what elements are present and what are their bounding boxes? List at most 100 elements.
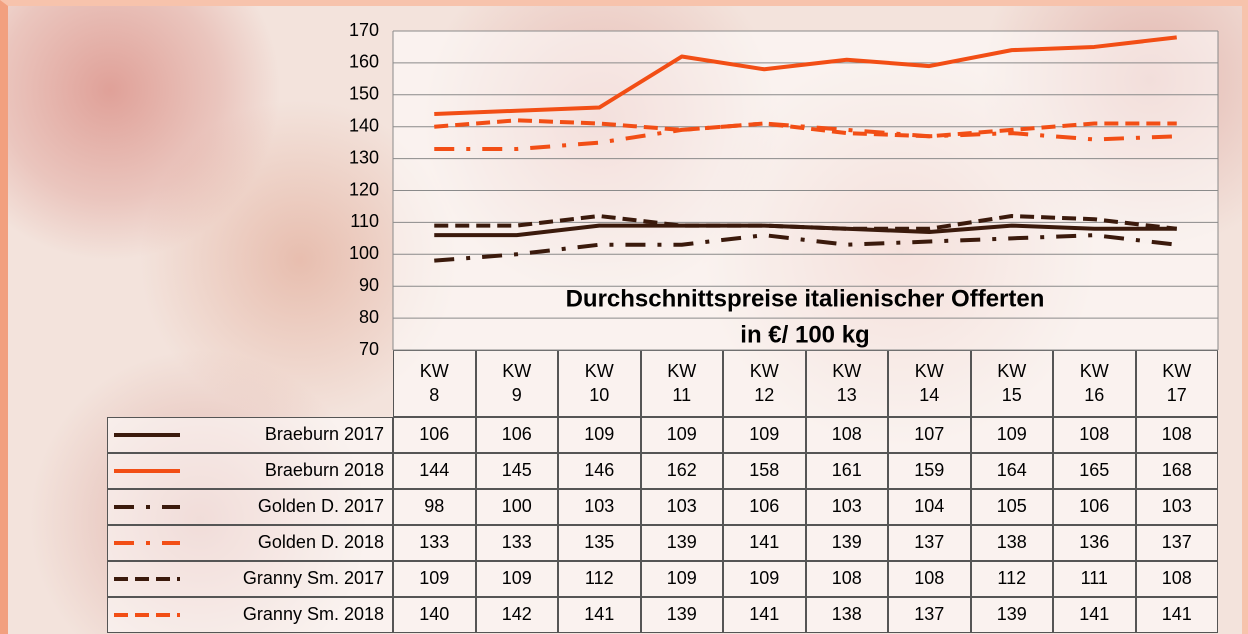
table-value-text: 141 bbox=[584, 604, 615, 625]
category-header: KW 14 bbox=[888, 350, 971, 417]
table-value: 109 bbox=[723, 561, 806, 597]
series-line bbox=[434, 214, 1177, 231]
category-header: KW 8 bbox=[393, 350, 476, 417]
category-header: KW 9 bbox=[475, 350, 558, 417]
table-value: 105 bbox=[970, 489, 1053, 525]
table-value-text: 162 bbox=[666, 460, 697, 481]
table-value: 139 bbox=[640, 525, 723, 561]
table-value: 106 bbox=[723, 489, 806, 525]
table-value: 135 bbox=[558, 525, 641, 561]
table-value-text: 98 bbox=[424, 496, 445, 517]
category-header: KW 15 bbox=[970, 350, 1053, 417]
table-value-text: 158 bbox=[749, 460, 780, 481]
table-value: 139 bbox=[805, 525, 888, 561]
table-value-text: 138 bbox=[996, 532, 1027, 553]
table-value: 141 bbox=[1053, 597, 1136, 633]
table-value-text: 106 bbox=[419, 424, 450, 445]
legend-label: Braeburn 2018 bbox=[264, 460, 384, 481]
table-value: 138 bbox=[805, 597, 888, 633]
table-value: 103 bbox=[1135, 489, 1218, 525]
legend-cell: Braeburn 2018 bbox=[107, 453, 393, 489]
table-value: 100 bbox=[475, 489, 558, 525]
table-value: 109 bbox=[558, 417, 641, 453]
table-value-text: 165 bbox=[1079, 460, 1110, 481]
table-value-text: 141 bbox=[1161, 604, 1192, 625]
table-value: 140 bbox=[393, 597, 476, 633]
y-tick-label: 120 bbox=[349, 179, 379, 199]
table-value-text: 136 bbox=[1079, 532, 1110, 553]
table-value-text: 108 bbox=[1161, 424, 1192, 445]
table-value-text: 138 bbox=[831, 604, 862, 625]
table-value: 161 bbox=[805, 453, 888, 489]
y-tick-label: 160 bbox=[349, 52, 379, 72]
y-tick-label: 140 bbox=[349, 115, 379, 135]
table-value: 108 bbox=[888, 561, 971, 597]
table-value-text: 109 bbox=[584, 424, 615, 445]
table-value-text: 109 bbox=[749, 568, 780, 589]
table-value-text: 144 bbox=[419, 460, 450, 481]
category-header: KW 16 bbox=[1053, 350, 1136, 417]
legend-label: Granny Sm. 2017 bbox=[242, 568, 384, 589]
table-value-text: 100 bbox=[501, 496, 532, 517]
category-header-text: KW 15 bbox=[997, 361, 1027, 405]
table-value: 108 bbox=[805, 417, 888, 453]
table-value-text: 137 bbox=[1161, 532, 1192, 553]
table-value-text: 140 bbox=[419, 604, 450, 625]
table-value: 159 bbox=[888, 453, 971, 489]
table-value: 104 bbox=[888, 489, 971, 525]
table-value: 165 bbox=[1053, 453, 1136, 489]
table-value: 144 bbox=[393, 453, 476, 489]
table-value-text: 108 bbox=[1079, 424, 1110, 445]
table-value-text: 112 bbox=[997, 568, 1027, 589]
table-value-text: 109 bbox=[996, 424, 1027, 445]
table-value-text: 103 bbox=[831, 496, 862, 517]
table-value: 133 bbox=[475, 525, 558, 561]
table-value-text: 103 bbox=[1161, 496, 1192, 517]
table-value-text: 112 bbox=[584, 568, 614, 589]
table-value: 112 bbox=[558, 561, 641, 597]
table-value: 136 bbox=[1053, 525, 1136, 561]
table-value: 141 bbox=[723, 597, 806, 633]
table-value: 168 bbox=[1135, 453, 1218, 489]
table-value: 138 bbox=[970, 525, 1053, 561]
table-value-text: 135 bbox=[584, 532, 615, 553]
category-header: KW 17 bbox=[1135, 350, 1218, 417]
table-value-text: 139 bbox=[831, 532, 862, 553]
y-tick-label: 110 bbox=[350, 211, 379, 231]
table-value-text: 106 bbox=[501, 424, 532, 445]
table-value: 109 bbox=[970, 417, 1053, 453]
category-header-text: KW 17 bbox=[1162, 361, 1192, 405]
table-value-text: 103 bbox=[666, 496, 697, 517]
table-value: 158 bbox=[723, 453, 806, 489]
table-value: 106 bbox=[1053, 489, 1136, 525]
y-tick-label: 90 bbox=[359, 275, 379, 295]
table-value-text: 142 bbox=[501, 604, 532, 625]
table-value-text: 108 bbox=[831, 568, 862, 589]
category-header-text: KW 8 bbox=[419, 361, 449, 405]
table-value-text: 103 bbox=[584, 496, 615, 517]
table-value-text: 139 bbox=[996, 604, 1027, 625]
legend-label: Golden D. 2018 bbox=[257, 532, 384, 553]
table-value-text: 141 bbox=[1079, 604, 1110, 625]
category-header-text: KW 12 bbox=[749, 361, 779, 405]
table-value: 108 bbox=[1135, 417, 1218, 453]
table-value: 106 bbox=[393, 417, 476, 453]
table-value: 139 bbox=[640, 597, 723, 633]
series-line bbox=[434, 223, 1177, 238]
table-value: 98 bbox=[393, 489, 476, 525]
category-header-text: KW 9 bbox=[502, 361, 532, 405]
table-value-text: 109 bbox=[749, 424, 780, 445]
y-tick-label: 70 bbox=[359, 339, 379, 359]
table-value-text: 106 bbox=[1079, 496, 1110, 517]
table-value: 103 bbox=[640, 489, 723, 525]
table-value-text: 139 bbox=[666, 532, 697, 553]
table-value: 107 bbox=[888, 417, 971, 453]
legend-cell: Granny Sm. 2018 bbox=[107, 597, 393, 633]
table-value-text: 107 bbox=[914, 424, 945, 445]
table-value: 109 bbox=[475, 561, 558, 597]
table-value: 141 bbox=[723, 525, 806, 561]
table-value-text: 139 bbox=[666, 604, 697, 625]
table-value: 108 bbox=[1053, 417, 1136, 453]
table-value-text: 105 bbox=[996, 496, 1027, 517]
